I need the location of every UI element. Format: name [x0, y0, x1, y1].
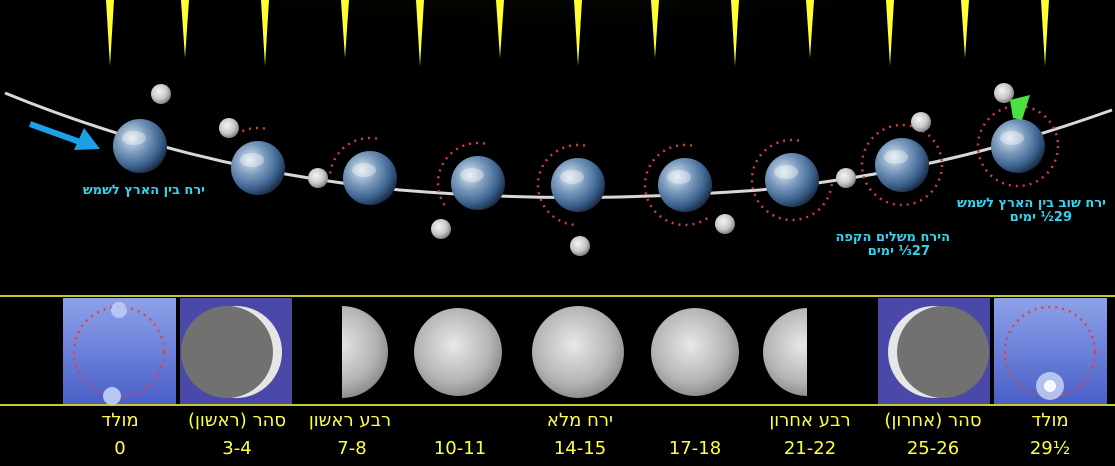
orbit-arc [976, 104, 1060, 188]
earth-icon [551, 158, 605, 212]
sun-ray [261, 0, 269, 66]
sun-glow [20, 0, 1090, 140]
moon-icon [308, 168, 328, 188]
sun-ray [574, 0, 582, 66]
label-new-moon: ירח בין הארץ לשמש [82, 183, 205, 198]
sun-ray [806, 0, 814, 58]
phase-days-3: 10-11 [433, 438, 487, 459]
moon-icon [836, 168, 856, 188]
orbit-arc [328, 136, 378, 175]
direction-arrow-icon [28, 121, 100, 150]
sun-ray [1041, 0, 1049, 66]
earth-positions [113, 119, 1045, 212]
earth-icon [765, 153, 819, 207]
phase-name-4: ירח מלא [546, 410, 614, 431]
earth-icon [658, 158, 712, 212]
moon-icon [219, 118, 239, 138]
phase-days-0: 0 [114, 438, 126, 459]
phase-days-2: 7-8 [337, 438, 367, 459]
orbit-arc [436, 141, 486, 210]
orbit-arc [536, 143, 586, 227]
earth-icon [113, 119, 167, 173]
earth-icon [991, 119, 1045, 173]
sun-ray [181, 0, 189, 58]
sun-rays [106, 0, 1049, 66]
sun-ray [886, 0, 894, 66]
moon-icon [570, 236, 590, 256]
sun-ray [961, 0, 969, 58]
label-sidereal-line2: 27⅓ ימים [867, 244, 930, 259]
phase-days-7: 25-26 [906, 438, 960, 459]
sun-ray [106, 0, 114, 66]
moon-icon [431, 219, 451, 239]
extra-orbit-wedge [1010, 95, 1030, 120]
label-return-line1: ירח שוב בין הארץ לשמש [957, 196, 1106, 211]
phase-days-8: 29½ [1029, 438, 1071, 459]
moon-icon [151, 84, 171, 104]
phase-name-6: רבע אחרון [769, 410, 851, 431]
orbit-arc [860, 123, 944, 207]
label-sidereal-line1: הירח משלים הקפה [835, 230, 950, 245]
phase-days-5: 17-18 [668, 438, 722, 459]
sun-ray [416, 0, 424, 66]
moon-icon [994, 83, 1014, 103]
orbit-arc [237, 126, 266, 135]
earth-icon [343, 151, 397, 205]
phase-name-2: רבע ראשון [308, 410, 392, 431]
sun-ray [496, 0, 504, 58]
phase-name-8: מולד [1031, 410, 1069, 431]
sun-ray [341, 0, 349, 58]
phase-name-0: מולד [101, 410, 139, 431]
earth-icon [875, 138, 929, 192]
phase-days-4: 14-15 [553, 438, 607, 459]
phase-name-7: סהר (אחרון) [884, 410, 982, 431]
earth-icon [231, 141, 285, 195]
phase-panels [63, 298, 1107, 405]
orbit-progress-arcs [237, 104, 1060, 227]
moon-icon [911, 112, 931, 132]
phase-days-6: 21-22 [783, 438, 837, 459]
sun-ray [651, 0, 659, 58]
earth-icon [451, 156, 505, 210]
sun-ray [731, 0, 739, 66]
phase-name-1: סהר (ראשון) [187, 410, 287, 431]
phase-days-1: 3-4 [222, 438, 252, 459]
moon-icon [715, 214, 735, 234]
orbit-arc [750, 138, 834, 222]
moon-positions [151, 83, 1014, 256]
label-return-line2: 29½ ימים [1009, 210, 1072, 225]
